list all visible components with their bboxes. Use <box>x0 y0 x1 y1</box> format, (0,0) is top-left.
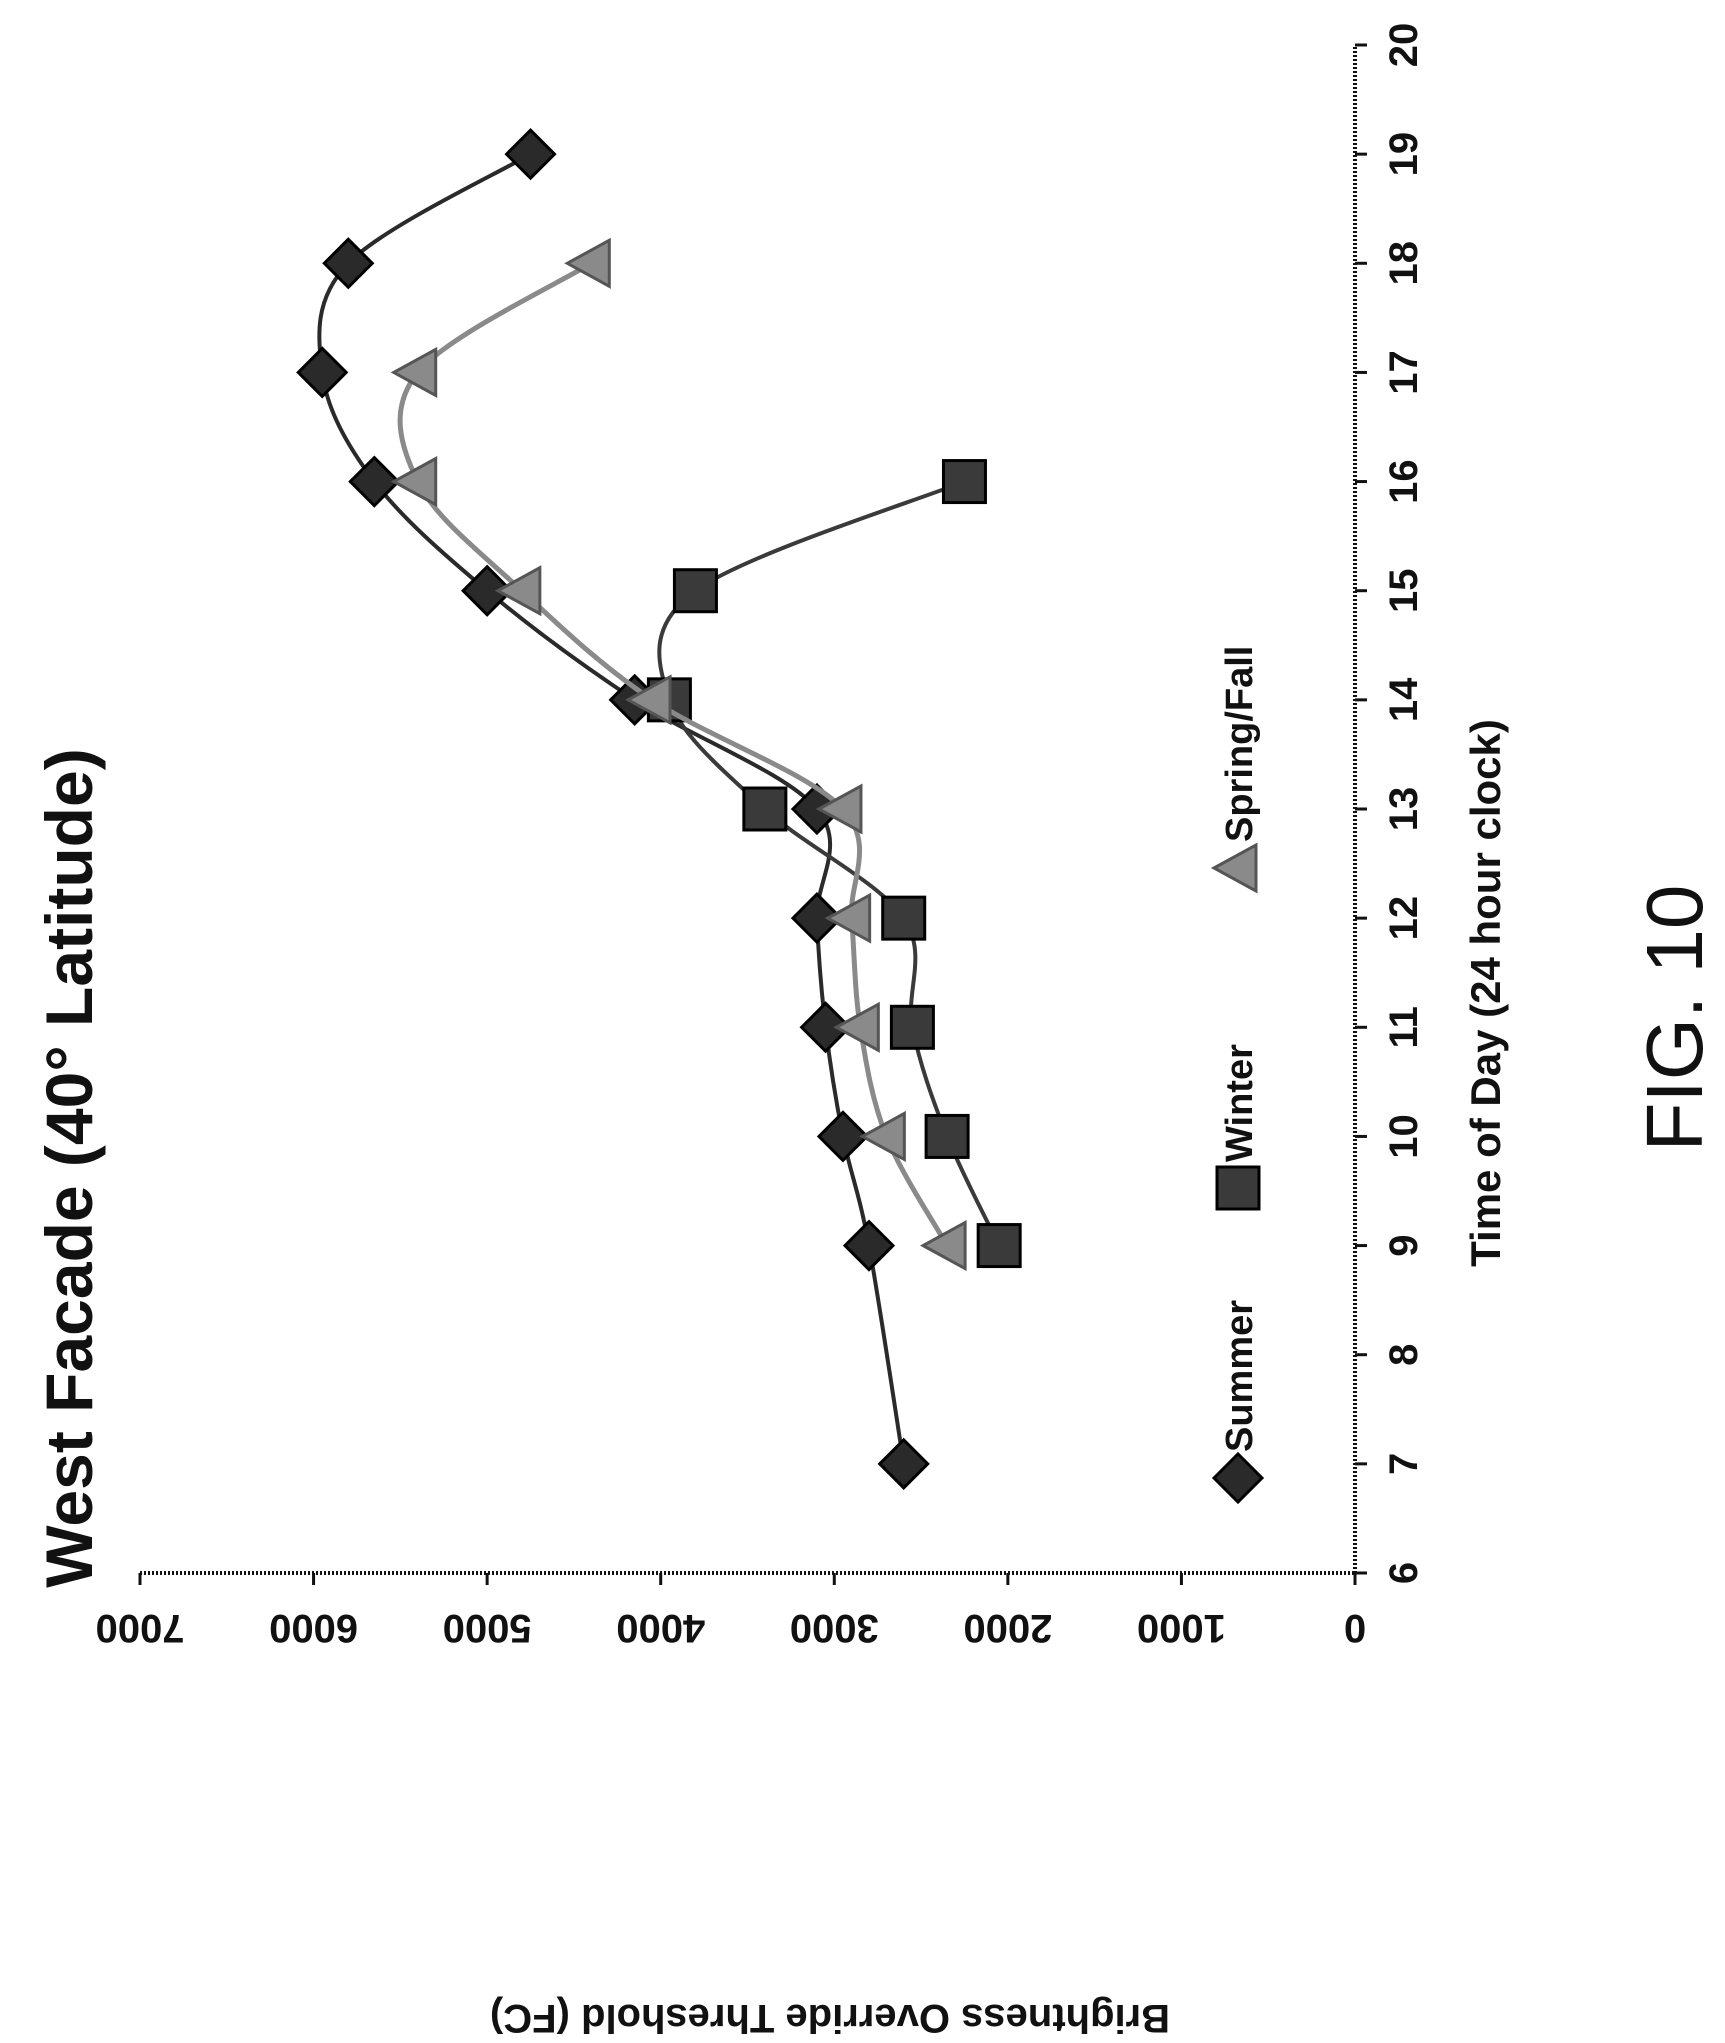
series-layer <box>296 128 1022 1490</box>
y-ticks: 0 1000 2000 3000 4000 5000 6000 7000 <box>96 1573 1366 1650</box>
x-tick-label: 11 <box>1382 1006 1426 1048</box>
chart-title: West Facade (40° Latitude) <box>32 748 106 1587</box>
x-tick-label: 13 <box>1382 787 1426 832</box>
y-tick-label: 3000 <box>790 1606 879 1650</box>
y-tick-label: 0 <box>1344 1606 1366 1650</box>
x-tick-label: 18 <box>1382 241 1426 286</box>
data-point <box>842 1219 896 1272</box>
x-tick-label: 9 <box>1382 1234 1426 1256</box>
data-point <box>672 568 718 614</box>
data-point <box>833 1001 880 1053</box>
data-point <box>815 783 863 835</box>
legend-label: Spring/Fall <box>1219 646 1261 842</box>
x-tick-label: 6 <box>1382 1562 1426 1584</box>
legend-label: Summer <box>1219 1300 1261 1452</box>
x-tick-label: 10 <box>1382 1114 1426 1159</box>
y-tick-label: 7000 <box>96 1606 185 1650</box>
plot-area: 6 7 8 9 10 11 12 13 14 15 16 17 18 19 20 0 1000 2000 3000… <box>32 23 1719 2040</box>
legend-marker <box>1210 842 1258 894</box>
x-tick-label: 20 <box>1382 23 1426 68</box>
data-point <box>390 346 438 398</box>
x-tick-label: 14 <box>1382 677 1426 722</box>
data-point <box>859 1110 906 1162</box>
data-point <box>624 674 672 726</box>
x-tick-label: 8 <box>1382 1344 1426 1366</box>
x-tick-label: 17 <box>1382 350 1426 395</box>
series-winter <box>646 459 1022 1269</box>
data-point <box>889 1004 935 1050</box>
legend-marker <box>1211 1451 1265 1505</box>
data-point <box>504 128 557 181</box>
series-line <box>397 261 950 1247</box>
y-tick-label: 1000 <box>1137 1606 1226 1650</box>
x-axis-label: Time of Day (24 hour clock) <box>1462 719 1509 1267</box>
data-point <box>924 1113 970 1159</box>
data-point <box>322 237 375 290</box>
series-spring-fall <box>390 237 967 1272</box>
data-point <box>296 346 349 399</box>
x-tick-label: 19 <box>1382 132 1426 177</box>
legend: Summer Winter Spring/Fall <box>1210 646 1265 1505</box>
x-tick-label: 7 <box>1382 1453 1426 1475</box>
data-point <box>564 237 611 289</box>
data-point <box>390 456 438 508</box>
data-point <box>941 459 987 505</box>
y-tick-label: 5000 <box>443 1606 532 1650</box>
data-point <box>877 1437 930 1490</box>
y-tick-label: 4000 <box>616 1606 705 1650</box>
legend-marker <box>1215 1165 1261 1211</box>
legend-label: Winter <box>1219 1044 1261 1162</box>
data-point <box>824 892 872 944</box>
y-axis-label: Brightness Override Threshold (FC) <box>490 1996 1170 2040</box>
x-tick-label: 12 <box>1382 896 1426 941</box>
data-point <box>919 1220 967 1272</box>
series-summer <box>296 128 930 1490</box>
data-point <box>494 565 542 617</box>
data-point <box>881 895 927 941</box>
x-ticks: 6 7 8 9 10 11 12 13 14 15 16 17 18 19 20 <box>1355 23 1426 1584</box>
x-tick-label: 15 <box>1382 568 1426 613</box>
y-tick-label: 6000 <box>269 1606 358 1650</box>
data-point <box>976 1223 1022 1269</box>
figure-caption: FIG. 10 <box>1630 885 1719 1152</box>
x-tick-label: 16 <box>1382 459 1426 504</box>
y-tick-label: 2000 <box>963 1606 1052 1650</box>
data-point <box>742 786 788 832</box>
